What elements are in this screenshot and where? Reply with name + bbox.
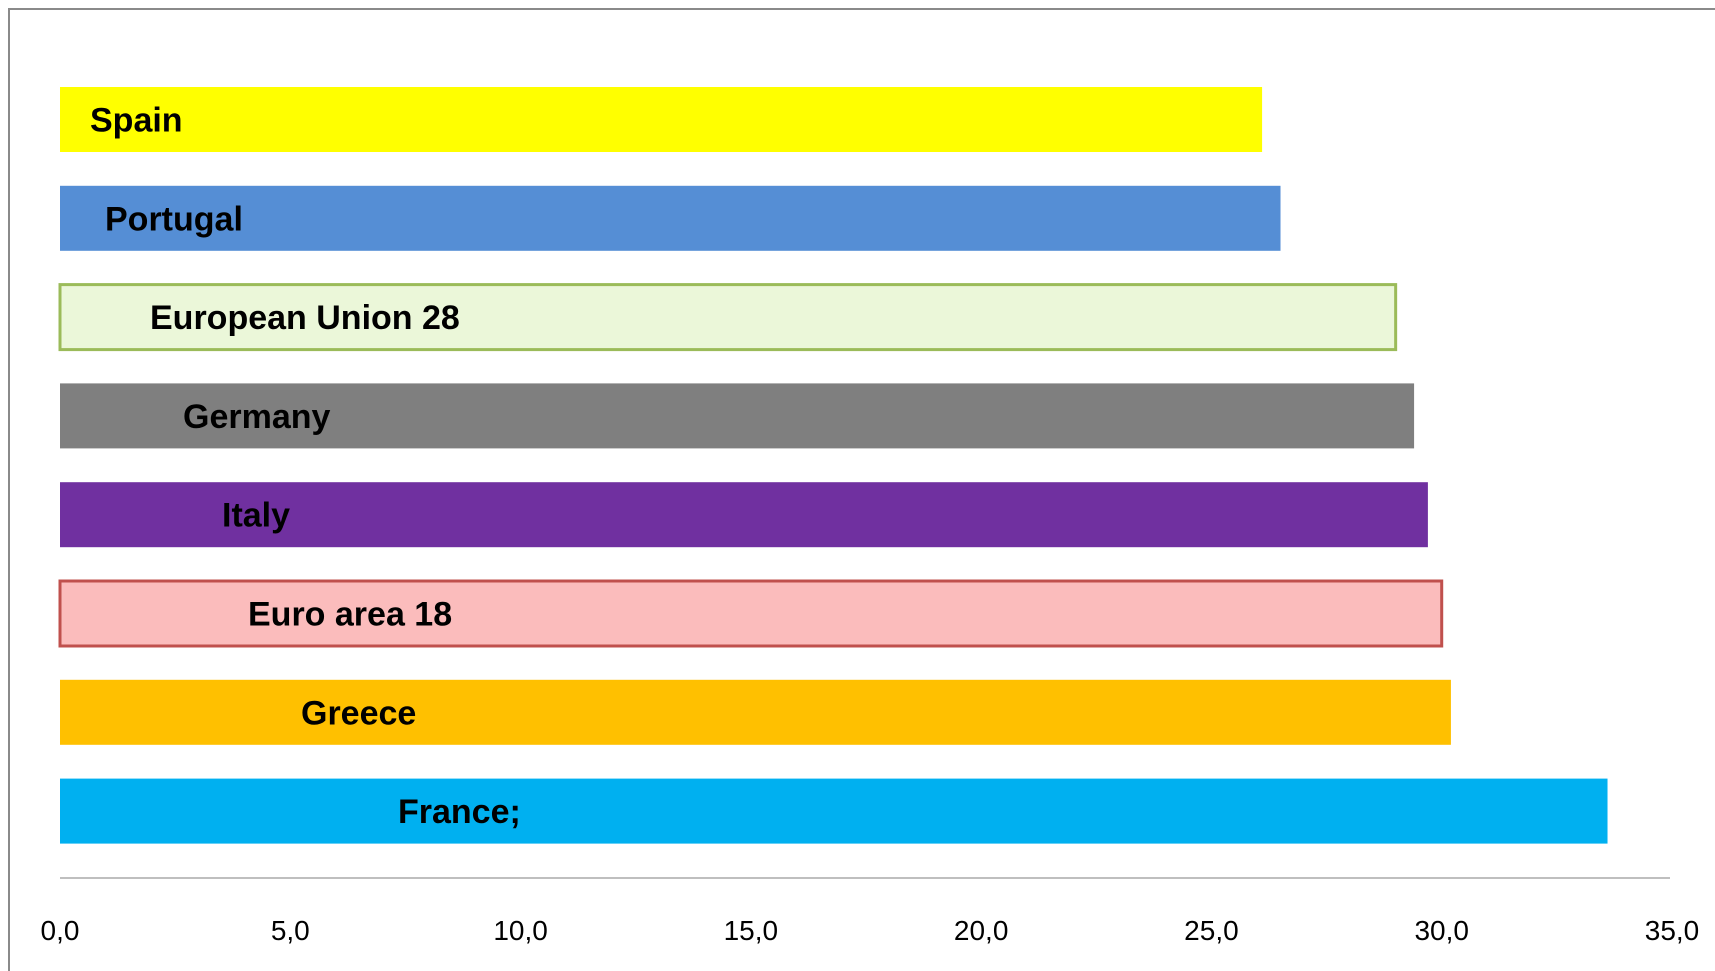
x-tick-label: 10,0: [493, 915, 548, 946]
bar-portugal: [60, 185, 1281, 251]
x-tick-label: 25,0: [1184, 915, 1239, 946]
bar-label: European Union 28: [150, 299, 460, 337]
bar-euro-area-18: [58, 579, 1444, 648]
bar-label: Spain: [90, 102, 183, 140]
bar-european-union-28: [58, 283, 1398, 352]
x-tick-label: 35,0: [1645, 915, 1700, 946]
bar-label: Portugal: [105, 200, 243, 238]
bar-label: Italy: [222, 497, 290, 535]
bar-france: [60, 778, 1608, 844]
bar-label: France;: [398, 793, 521, 831]
x-axis-ticks: 0,0 5,0 10,0 15,0 20,0 25,0 30,0 35,0: [41, 915, 1700, 946]
bar-germany: [60, 383, 1415, 449]
bar-label: Euro area 18: [248, 596, 452, 634]
bars-group: Spain Portugal European Union 28 Germany Ita…: [58, 87, 1608, 844]
bar-spain: [60, 87, 1263, 152]
x-tick-label: 5,0: [271, 915, 310, 946]
x-tick-label: 20,0: [954, 915, 1009, 946]
bar-label: Greece: [301, 694, 416, 732]
bar-greece: [60, 679, 1451, 745]
x-tick-label: 15,0: [724, 915, 779, 946]
x-tick-label: 30,0: [1414, 915, 1469, 946]
bar-italy: [60, 482, 1428, 548]
bar-label: Germany: [183, 398, 330, 436]
x-tick-label: 0,0: [41, 915, 80, 946]
